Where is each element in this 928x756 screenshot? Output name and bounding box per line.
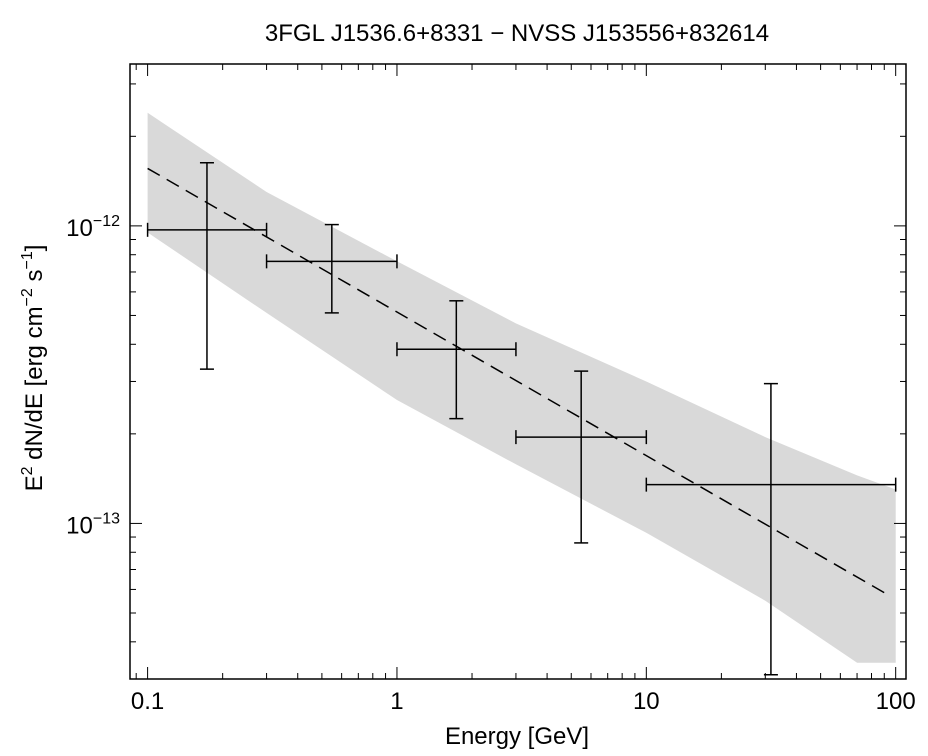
x-tick-label: 10 (633, 688, 660, 715)
chart-title: 3FGL J1536.6+8331 − NVSS J153556+832614 (265, 20, 769, 47)
uncertainty-band (147, 112, 896, 663)
x-tick-label: 100 (876, 688, 916, 715)
data-point-4 (515, 370, 648, 544)
y-axis-label: E2 dN/dE [erg cm−2 s−1] (19, 245, 48, 492)
x-tick-label: 0.1 (131, 688, 164, 715)
axes-layer: 0.1 1 10 100 10−12 10−13 (66, 63, 916, 715)
data-point-1 (146, 161, 268, 370)
data-point-3 (396, 300, 517, 420)
model-line (147, 167, 891, 597)
uncertainty-band-layer (147, 112, 896, 663)
x-axis-label: Energy [GeV] (445, 723, 589, 750)
y-tick-label: 10−12 (66, 213, 120, 242)
plot-frame (129, 63, 907, 680)
data-point-5 (645, 382, 897, 676)
data-point-2 (265, 223, 398, 314)
y-tick-label: 10−13 (66, 510, 120, 539)
data-points-layer (146, 161, 897, 676)
model-line-layer (147, 167, 891, 597)
x-tick-label: 1 (390, 688, 403, 715)
